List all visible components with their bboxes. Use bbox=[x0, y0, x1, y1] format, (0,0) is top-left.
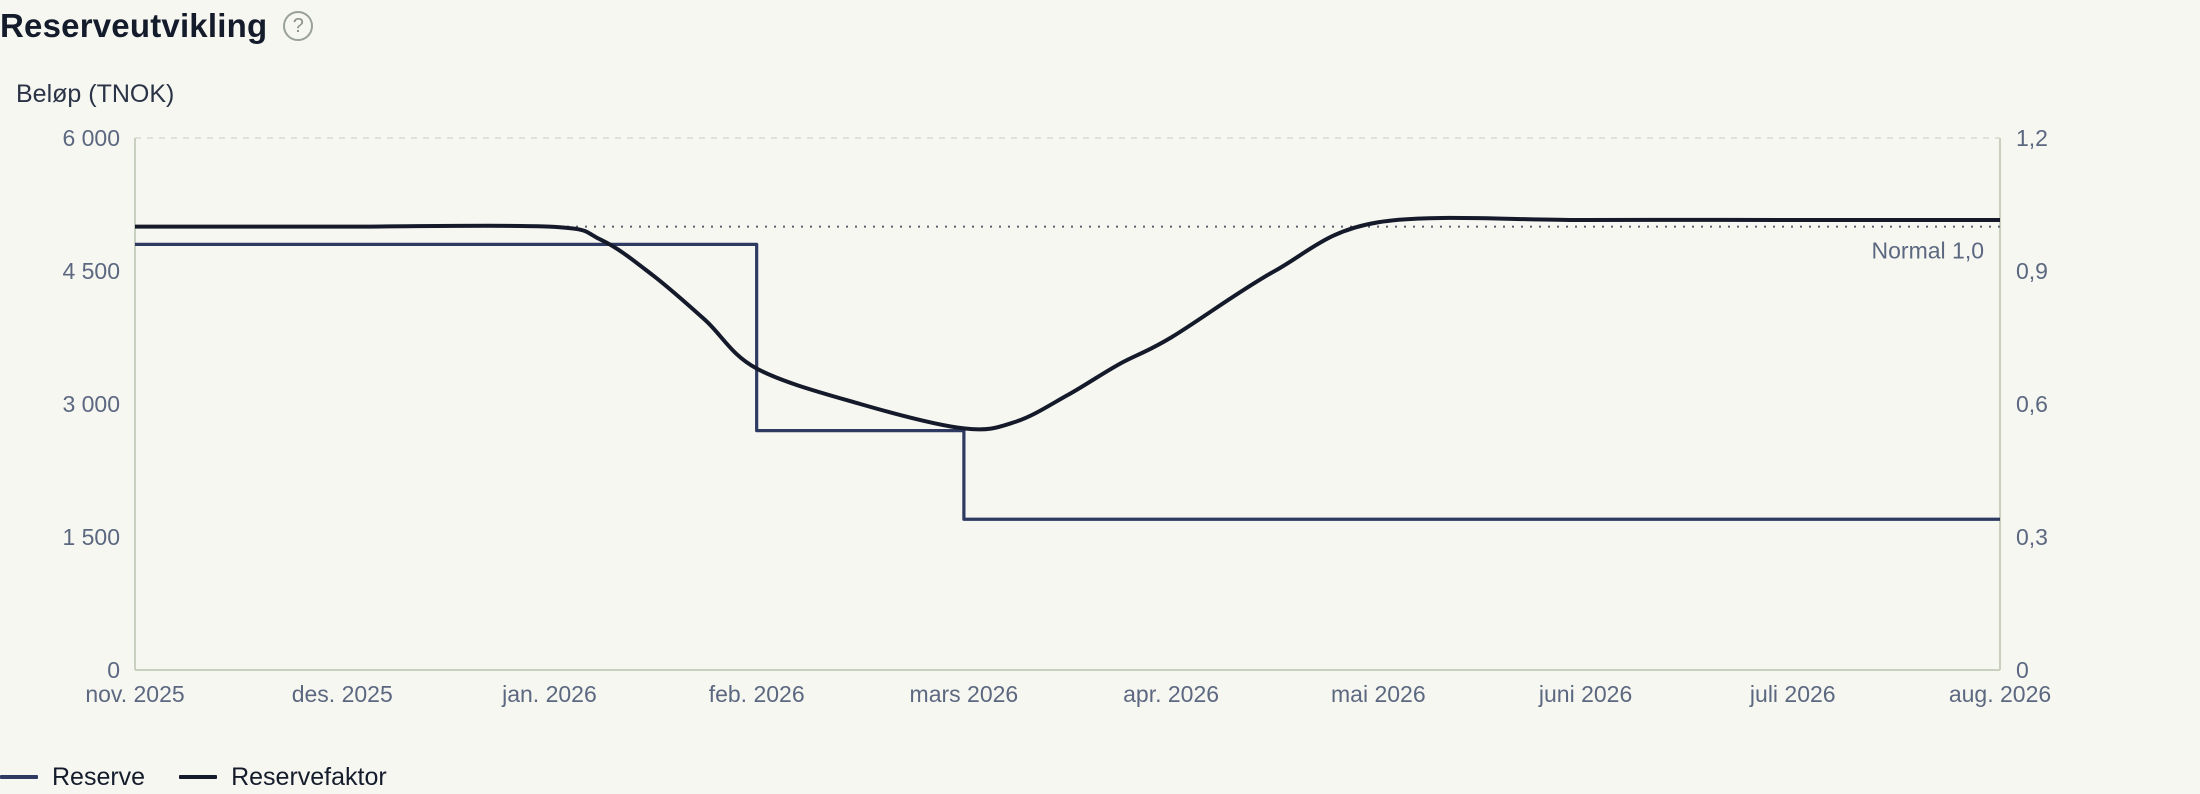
legend-swatch bbox=[0, 775, 38, 779]
y-right-tick-label: 1,2 bbox=[2016, 125, 2048, 151]
x-tick-label: juni 2026 bbox=[1538, 681, 1632, 707]
series-line-reservefaktor bbox=[135, 215, 2000, 432]
x-tick-label: jan. 2026 bbox=[501, 681, 597, 707]
y-right-tick-label: 0,3 bbox=[2016, 524, 2048, 550]
legend-item-reservefaktor[interactable]: Reservefaktor bbox=[179, 763, 387, 792]
y-left-tick-label: 3 000 bbox=[62, 391, 120, 417]
x-tick-label: juli 2026 bbox=[1749, 681, 1836, 707]
x-tick-label: mars 2026 bbox=[910, 681, 1019, 707]
y-left-tick-label: 6 000 bbox=[62, 125, 120, 151]
chart-header: Reserveutvikling ? bbox=[0, 4, 314, 48]
x-tick-label: mai 2026 bbox=[1331, 681, 1426, 707]
help-icon[interactable]: ? bbox=[283, 11, 314, 41]
x-tick-label: des. 2025 bbox=[292, 681, 393, 707]
legend-label: Reservefaktor bbox=[231, 762, 387, 791]
y-left-tick-label: 0 bbox=[107, 657, 120, 683]
y-right-tick-label: 0,6 bbox=[2016, 391, 2048, 417]
legend-label: Reserve bbox=[52, 762, 146, 791]
x-tick-label: nov. 2025 bbox=[85, 681, 184, 707]
legend-item-reserve[interactable]: Reserve bbox=[0, 763, 145, 792]
normal-reference-label: Normal 1,0 bbox=[1872, 238, 1984, 264]
y-left-tick-label: 1 500 bbox=[62, 524, 120, 550]
y-right-tick-label: 0,9 bbox=[2016, 258, 2048, 284]
x-tick-label: feb. 2026 bbox=[709, 681, 805, 707]
y-right-tick-label: 0 bbox=[2016, 657, 2029, 683]
chart-title: Reserveutvikling bbox=[0, 7, 268, 44]
chart-legend: Reserve Reservefaktor bbox=[0, 760, 387, 794]
y-axis-label: Beløp (TNOK) bbox=[16, 80, 174, 108]
y-left-tick-label: 4 500 bbox=[62, 258, 120, 284]
series-line-reserve bbox=[135, 242, 2000, 521]
x-tick-label: aug. 2026 bbox=[1949, 681, 2051, 707]
legend-swatch bbox=[179, 775, 218, 779]
x-tick-label: apr. 2026 bbox=[1123, 681, 1219, 707]
